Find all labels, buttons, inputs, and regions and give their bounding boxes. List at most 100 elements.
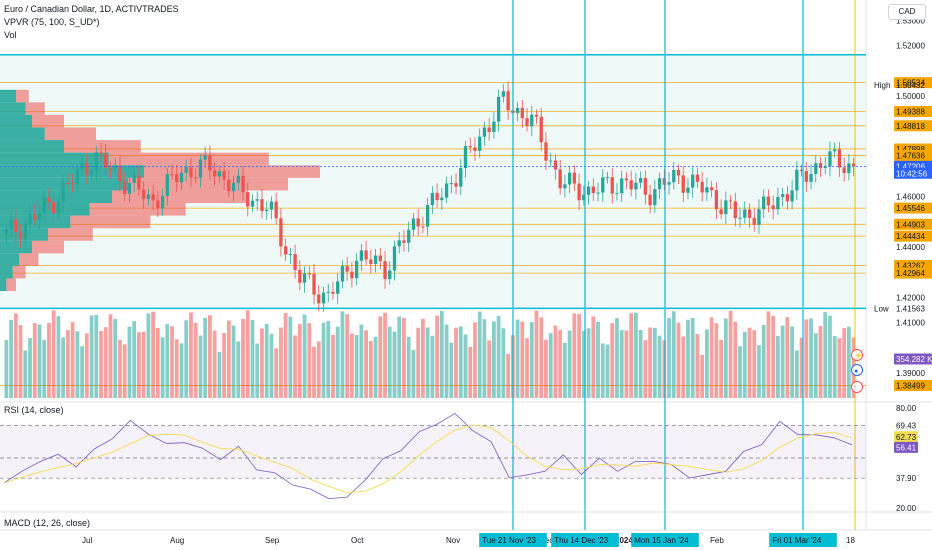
candle-body: [4, 228, 9, 235]
rsi-label[interactable]: RSI (14, close): [4, 405, 64, 415]
candle-body: [544, 142, 548, 161]
candle-body: [563, 184, 567, 189]
candle-body: [331, 291, 335, 294]
volume-bar: [56, 316, 61, 398]
candle-body: [127, 182, 132, 194]
candle-body: [572, 172, 577, 184]
candle-body: [615, 193, 619, 195]
volume-bar: [146, 313, 151, 398]
volume-bar: [137, 332, 141, 398]
volume-bar: [378, 316, 383, 398]
candle-body: [833, 149, 837, 152]
vp-bar-down: [108, 152, 269, 166]
rsi-line: [3, 412, 853, 500]
candle-body: [61, 182, 65, 202]
rsi-ma-line: [3, 424, 853, 494]
circle-icon-glyph: ●: [854, 368, 858, 375]
date-label: Oct: [351, 536, 364, 545]
volume-bar: [662, 340, 667, 398]
candle-body: [141, 189, 146, 200]
date-highlight: Fri 01 Mar '24: [772, 536, 822, 545]
candle-body: [146, 194, 151, 200]
volume-bar: [591, 316, 596, 398]
candle-body: [624, 178, 629, 181]
macd-label[interactable]: MACD (12, 26, close): [4, 518, 91, 528]
volume-bar: [335, 326, 340, 398]
volume-bar: [430, 335, 435, 398]
candle-body: [553, 160, 558, 170]
candle-body: [530, 114, 534, 127]
volume-bar: [160, 337, 165, 398]
volume-bar: [454, 327, 458, 398]
candle-body: [317, 294, 321, 304]
candle-body: [724, 200, 728, 215]
candle-body: [279, 218, 283, 247]
volume-bar: [690, 318, 695, 398]
candle-body: [156, 200, 160, 209]
candle-body: [241, 175, 245, 193]
currency-badge[interactable]: CAD: [888, 4, 926, 20]
candle-body: [388, 270, 392, 280]
volume-bar: [350, 333, 354, 398]
volume-bar: [203, 317, 208, 398]
candle-body: [728, 200, 733, 202]
volume-bar: [99, 330, 103, 398]
vp-bar-up: [0, 127, 45, 141]
candle-body: [795, 169, 799, 191]
vp-bar-up: [0, 89, 16, 103]
candle-body: [799, 169, 804, 172]
candle-body: [52, 202, 56, 214]
low-label: Low: [874, 304, 889, 313]
candle-body: [818, 163, 823, 168]
volume-bar: [847, 326, 851, 398]
price-label-bg: [894, 202, 932, 214]
candle-body: [336, 281, 340, 294]
candle-body: [75, 168, 80, 184]
candle-body: [776, 196, 780, 210]
volume-bar: [411, 349, 416, 398]
volume-bar: [18, 325, 23, 398]
candle-body: [501, 91, 506, 97]
volume-bar: [250, 319, 255, 398]
circle-icon: [851, 364, 863, 376]
volume-bar: [70, 322, 75, 398]
price-label-bg: [894, 167, 932, 179]
price-label-bg: [894, 218, 932, 230]
volume-bar: [681, 336, 686, 398]
rsi-tick: 69.43: [896, 422, 917, 431]
vpvr-legend[interactable]: VPVR (75, 100, S_UD*): [4, 17, 100, 27]
price-tick: 1.44000: [896, 243, 925, 252]
volume-bar: [695, 333, 700, 398]
volume-bar: [648, 327, 652, 398]
candle-body: [515, 107, 520, 114]
candle-body: [473, 147, 477, 151]
volume-bar: [449, 342, 454, 398]
candle-body: [416, 218, 420, 227]
candle-body: [591, 186, 595, 194]
candle-body: [610, 177, 614, 194]
candle-body: [246, 192, 250, 207]
candle-body: [506, 91, 510, 111]
candle-body: [440, 197, 444, 201]
volume-bar: [37, 324, 42, 398]
price-label: 1.50432: [896, 81, 925, 90]
date-highlight-bg: [631, 533, 699, 547]
volume-bar: [610, 323, 615, 398]
volume-legend[interactable]: Vol: [4, 30, 17, 40]
candle-body: [463, 146, 468, 169]
candle-body: [179, 172, 184, 183]
candle-body: [766, 196, 771, 206]
candle-body: [487, 127, 491, 132]
candle-body: [743, 209, 747, 218]
price-label: 1.47206: [896, 162, 925, 171]
candle-body: [478, 136, 482, 151]
candle-body: [407, 229, 411, 243]
candle-body: [392, 246, 397, 271]
price-label: 1.38499: [896, 381, 925, 390]
candle-body: [823, 166, 827, 168]
candle-body: [94, 152, 98, 171]
candle-body: [454, 183, 458, 187]
candle-body: [435, 192, 439, 201]
candle-body: [274, 201, 278, 219]
